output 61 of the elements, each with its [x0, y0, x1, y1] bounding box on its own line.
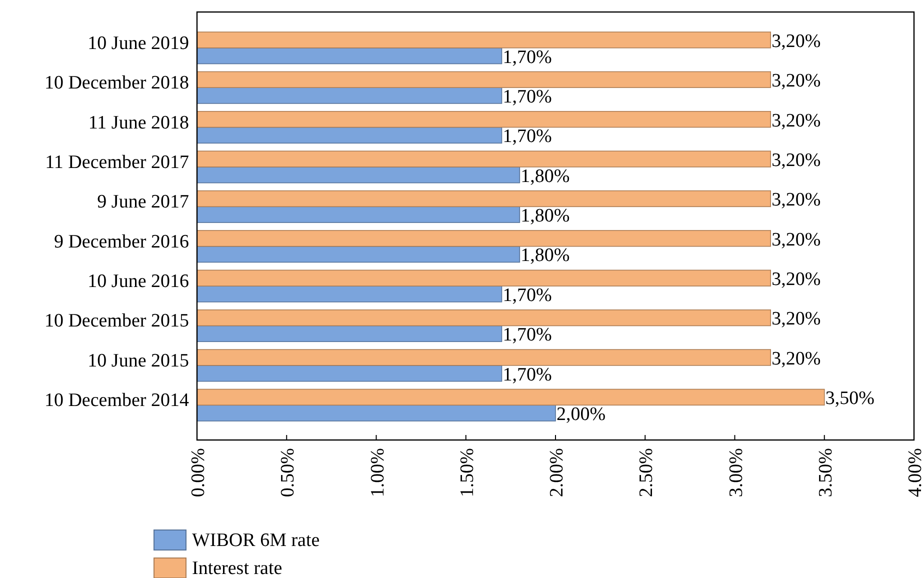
data-label: 1,80% — [520, 166, 570, 187]
bar — [196, 71, 771, 88]
y-tick-label: 10 December 2018 — [44, 72, 189, 94]
data-label: 1,70% — [502, 284, 552, 306]
x-tick-label: 2.50% — [636, 448, 658, 498]
data-label: 1,70% — [502, 86, 552, 108]
data-label: 3,20% — [772, 190, 821, 211]
x-tick-label: 3.50% — [815, 448, 836, 498]
data-label: 1,80% — [520, 245, 570, 266]
bar — [196, 150, 771, 168]
data-label: 3,20% — [772, 70, 821, 92]
y-tick-label: 10 June 2015 — [88, 350, 189, 372]
bar — [196, 365, 502, 382]
bar — [196, 87, 502, 104]
bar — [196, 270, 771, 286]
bar — [196, 190, 771, 208]
y-tick-label: 10 December 2015 — [44, 310, 189, 332]
x-tick-label: 1.50% — [456, 448, 478, 498]
data-label: 3,20% — [772, 110, 821, 132]
data-label: 1,70% — [502, 46, 552, 68]
bar — [196, 126, 502, 144]
data-label: 1,70% — [502, 126, 552, 148]
data-label: 3,20% — [772, 30, 821, 52]
y-tick-label: 11 June 2018 — [88, 112, 189, 134]
y-tick-label: 10 June 2019 — [88, 32, 189, 54]
x-tick-label: 3.00% — [726, 448, 747, 498]
legend-label: WIBOR 6M rate — [192, 530, 320, 551]
data-label: 3,20% — [772, 348, 821, 370]
bar — [196, 47, 502, 64]
y-tick-label: 10 December 2014 — [44, 390, 190, 412]
y-tick-label: 11 December 2017 — [45, 152, 189, 173]
data-label: 1,80% — [520, 206, 570, 227]
x-tick-label: 2.00% — [546, 448, 568, 498]
bar — [196, 325, 502, 342]
data-label: 3,50% — [825, 388, 875, 410]
bar — [196, 166, 520, 184]
data-label: 1,70% — [502, 364, 552, 386]
bar — [196, 230, 771, 247]
data-label: 3,20% — [772, 229, 821, 250]
x-tick-label: 0.50% — [278, 448, 299, 498]
data-label: 3,20% — [772, 269, 821, 290]
bar — [196, 246, 520, 263]
bar — [196, 388, 825, 406]
legend-label: Interest rate — [192, 558, 282, 578]
x-tick-label: 1.00% — [367, 448, 388, 498]
bar — [196, 206, 520, 223]
data-label: 1,70% — [502, 324, 552, 346]
bar — [196, 32, 771, 48]
data-label: 2,00% — [556, 404, 606, 425]
data-label: 3,20% — [772, 150, 821, 171]
bar — [196, 404, 556, 422]
bar — [196, 286, 502, 302]
bar — [196, 349, 771, 366]
bar — [196, 309, 771, 326]
y-tick-label: 10 June 2016 — [88, 271, 189, 292]
y-tick-label: 9 June 2017 — [97, 192, 189, 213]
data-label: 3,20% — [772, 308, 821, 330]
bar — [196, 110, 771, 128]
x-tick-label: 4.00% — [905, 448, 923, 498]
x-tick-label: 0.00% — [188, 448, 209, 498]
y-tick-label: 9 December 2016 — [54, 231, 189, 252]
